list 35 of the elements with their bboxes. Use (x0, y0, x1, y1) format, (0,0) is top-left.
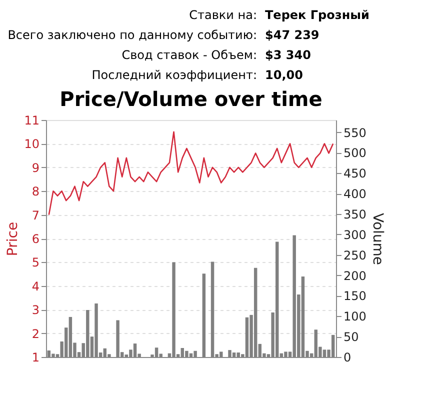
y2-tick-label: 550 (344, 126, 366, 140)
y2-tick-label: 0 (344, 350, 352, 364)
y-tick-label: 10 (24, 137, 40, 152)
y-axis-title: Price (5, 222, 22, 256)
y2-tick-label: 500 (344, 146, 366, 160)
text: Терек Грозный (265, 8, 370, 22)
y2-tick-label: 400 (344, 187, 366, 202)
y-tick-label: 1 (32, 350, 40, 364)
line-series (48, 131, 334, 216)
text: Свод ставок - Объем: (122, 48, 257, 62)
text: Всего заключено по данному событию: (8, 28, 257, 42)
y-tick-label: 4 (32, 279, 40, 294)
y2-tick-label: 150 (344, 289, 366, 304)
chart-title: Price/Volume over time (60, 87, 322, 111)
y2-tick-label: 450 (344, 166, 366, 181)
y2-tick-label: 300 (344, 228, 366, 242)
text: $47 239 (265, 28, 320, 42)
y-tick-label: 2 (32, 326, 40, 341)
text: 10,00 (265, 68, 303, 82)
y2-tick-label: 200 (344, 268, 366, 283)
y2-tick-label: 250 (344, 248, 366, 262)
y-tick-label: 3 (32, 303, 40, 318)
y2-tick-label: 100 (344, 310, 366, 324)
y-tick-label: 9 (32, 160, 40, 175)
text: Последний коэффициент: (92, 68, 257, 82)
y-tick-label: 8 (32, 184, 40, 199)
text: Ставки на: (189, 8, 257, 22)
y2-tick-label: 350 (344, 207, 366, 222)
y-tick-label: 6 (32, 232, 40, 246)
text: $3 340 (265, 48, 311, 62)
y2-tick-label: 50 (344, 330, 359, 344)
y-tick-label: 7 (32, 208, 40, 222)
y-tick-label: 5 (32, 256, 40, 270)
y2-axis-title: Volume (369, 212, 386, 266)
y-tick-label: 11 (24, 114, 40, 128)
